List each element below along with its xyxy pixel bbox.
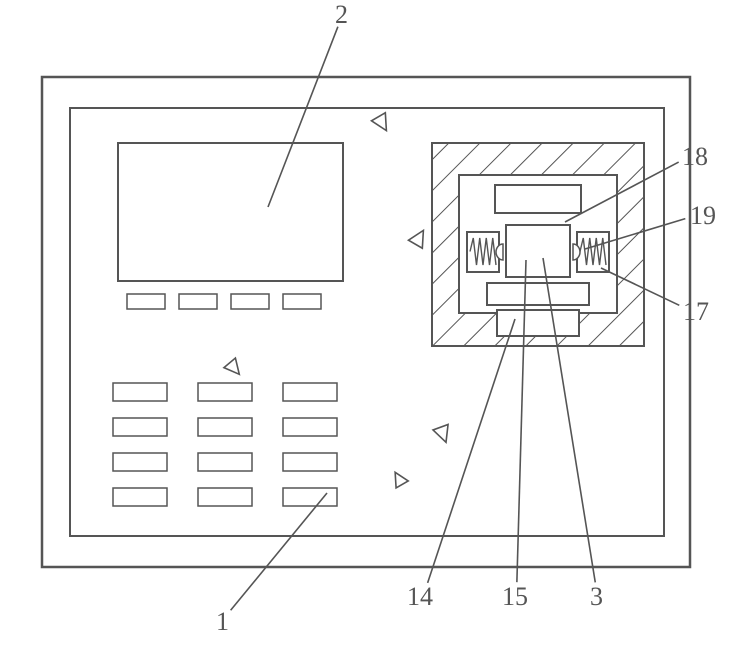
triangle-marker-icon — [224, 358, 245, 379]
keypad-key — [198, 453, 252, 471]
callout-number: 3 — [590, 582, 603, 611]
triangle-marker-icon — [433, 424, 454, 445]
callout-number: 15 — [502, 582, 528, 611]
display-soft-button — [231, 294, 269, 309]
leader-line — [428, 319, 515, 583]
keypad-key — [113, 453, 167, 471]
keypad-key — [198, 383, 252, 401]
keypad-key — [198, 488, 252, 506]
triangle-marker-icon — [371, 113, 393, 135]
callout-number: 19 — [690, 201, 716, 230]
triangle-marker-icon — [389, 469, 408, 488]
display-soft-button — [127, 294, 165, 309]
leader-line — [231, 493, 327, 610]
callout-number: 14 — [407, 582, 433, 611]
module-base — [487, 283, 589, 305]
display-soft-button — [283, 294, 321, 309]
callout-number: 2 — [335, 0, 348, 29]
module-top-bar — [495, 185, 581, 213]
callout-number: 18 — [682, 142, 708, 171]
leader-line — [268, 27, 338, 207]
keypad-key — [283, 488, 337, 506]
diagram-svg: 2 18 19 17 3 15 14 1 — [0, 0, 745, 653]
keypad-key — [283, 453, 337, 471]
keypad-key — [113, 418, 167, 436]
module-center-block — [506, 225, 570, 277]
triangle-marker-icon — [408, 226, 430, 248]
callout-number: 17 — [683, 297, 709, 326]
keypad-key — [198, 418, 252, 436]
keypad-key — [113, 488, 167, 506]
display-soft-button — [179, 294, 217, 309]
keypad-key — [113, 383, 167, 401]
callout-number: 1 — [216, 607, 229, 636]
module-bottom-bar — [497, 310, 579, 336]
keypad-key — [283, 418, 337, 436]
display-screen — [118, 143, 343, 281]
keypad-key — [283, 383, 337, 401]
